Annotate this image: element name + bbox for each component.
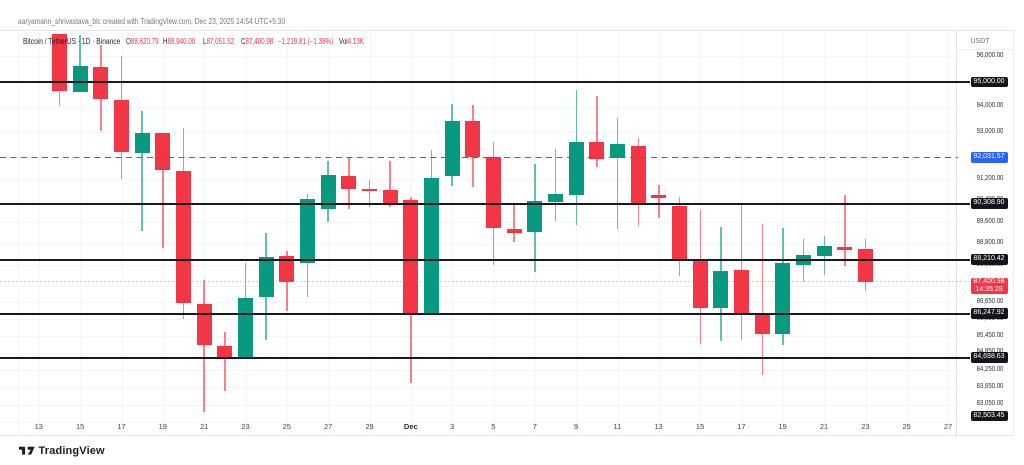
svg-text:TradingView: TradingView: [39, 445, 106, 457]
